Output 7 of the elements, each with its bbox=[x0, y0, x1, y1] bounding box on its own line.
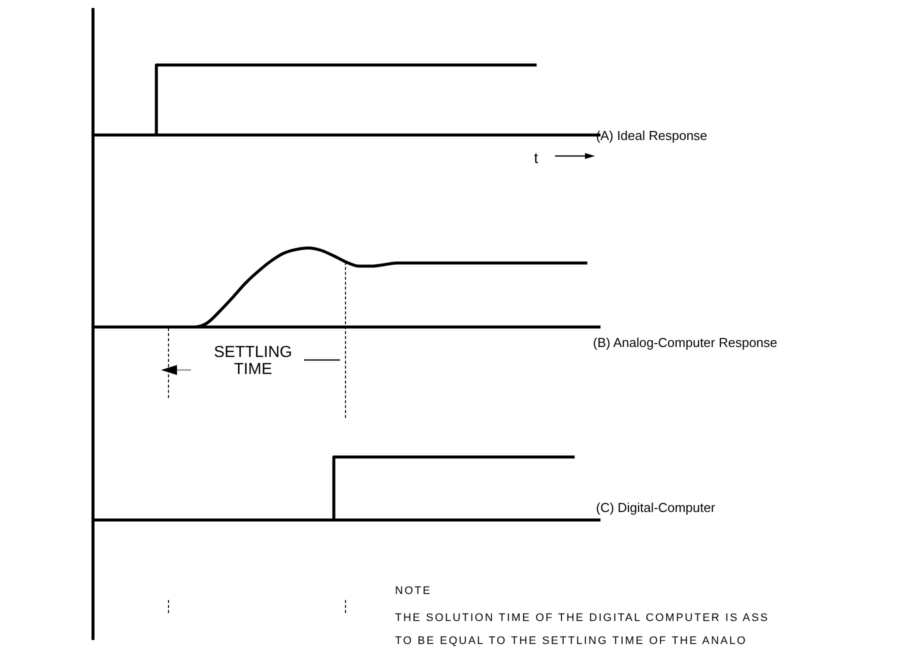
text: t bbox=[534, 150, 540, 167]
text: NOTE bbox=[395, 584, 433, 599]
text: SETTLING TIME bbox=[212, 344, 294, 378]
text: THE SOLUTION TIME OF THE DIGITAL COMPUTER IS ASS bbox=[395, 611, 770, 626]
text: TO BE EQUAL TO THE SETTLING TIME OF THE ANALO bbox=[395, 634, 748, 649]
text: (C) Digital-Computer bbox=[596, 499, 716, 517]
text: (B) Analog-Computer Response bbox=[593, 334, 778, 352]
